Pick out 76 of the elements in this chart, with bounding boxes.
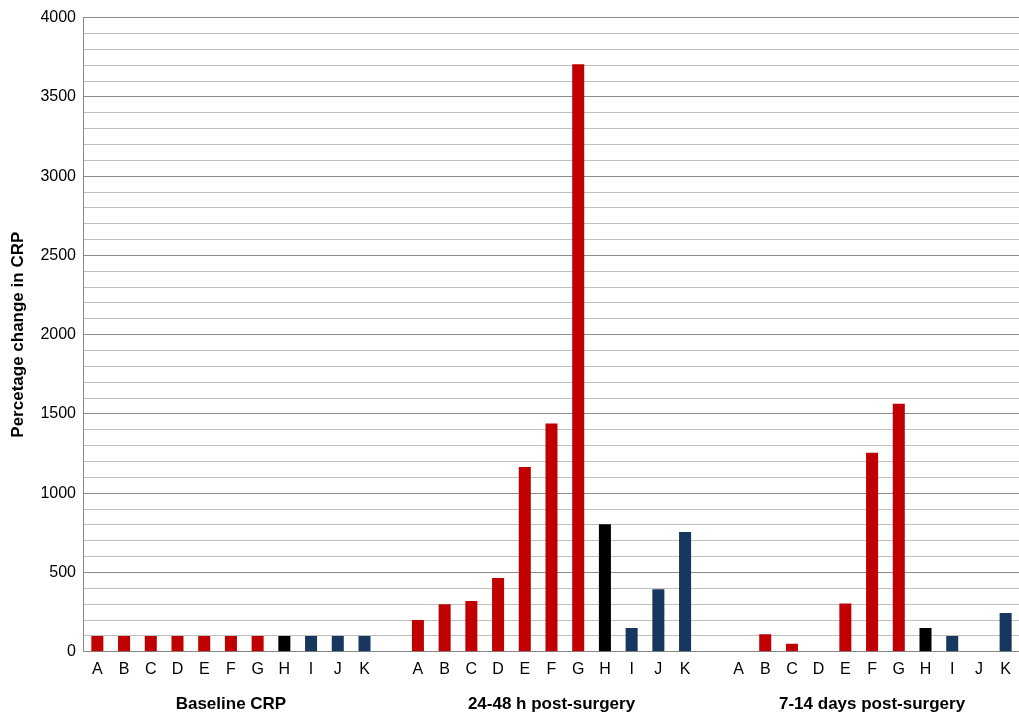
x-tick-label: I xyxy=(629,659,634,677)
x-tick-label: D xyxy=(492,659,504,677)
bar xyxy=(785,643,798,652)
text: Baseline CRP xyxy=(175,694,287,714)
bar xyxy=(331,635,344,652)
x-tick-label: J xyxy=(654,659,663,677)
bar xyxy=(839,603,852,652)
bar xyxy=(224,635,237,652)
y-tick-label: 4000 xyxy=(40,8,77,26)
text: 24-48 h post-surgery xyxy=(467,694,636,714)
x-tick-label: H xyxy=(919,659,932,677)
x-tick-label: C xyxy=(786,659,798,677)
text: 7-14 days post-surgery xyxy=(779,694,966,714)
x-tick-label: H xyxy=(278,659,291,677)
bar xyxy=(572,64,585,652)
y-tick-label: 1000 xyxy=(40,483,77,501)
x-tick-label: K xyxy=(679,659,691,677)
x-tick-label: J xyxy=(974,659,983,677)
bar xyxy=(358,635,371,652)
x-tick-label: H xyxy=(599,659,611,677)
bar xyxy=(518,467,531,652)
x-tick-label: B xyxy=(759,659,771,677)
bar xyxy=(118,635,131,652)
x-tick-label: D xyxy=(812,659,825,677)
x-tick-label: E xyxy=(198,659,210,677)
bar xyxy=(492,578,505,652)
bar xyxy=(866,452,879,652)
bar xyxy=(465,601,478,652)
y-tick-label: 500 xyxy=(49,562,77,580)
bar xyxy=(171,635,184,652)
bar xyxy=(625,628,638,652)
x-tick-label: E xyxy=(519,659,531,677)
bar xyxy=(545,423,558,652)
x-tick-label: C xyxy=(465,659,478,677)
x-tick-label: G xyxy=(251,659,264,677)
x-tick-label: K xyxy=(1000,659,1012,677)
bar xyxy=(278,635,291,652)
x-tick-label: D xyxy=(171,659,184,677)
y-tick-label: 2500 xyxy=(40,245,77,263)
x-tick-label: A xyxy=(733,659,745,677)
x-tick-label: J xyxy=(333,659,342,677)
y-axis-title: Percetage change in CRP xyxy=(7,231,27,438)
bar xyxy=(759,634,772,652)
x-tick-label: F xyxy=(226,659,237,677)
bar xyxy=(305,635,318,652)
bar xyxy=(946,635,959,652)
x-tick-label: A xyxy=(412,659,424,677)
y-tick-label: 0 xyxy=(67,642,77,660)
y-tick-label: 3000 xyxy=(40,166,77,184)
x-tick-label: F xyxy=(546,659,557,677)
x-tick-label: F xyxy=(867,659,878,677)
y-tick-label: 1500 xyxy=(40,404,77,422)
y-tick-label: 2000 xyxy=(40,325,77,343)
bar xyxy=(679,532,692,652)
x-tick-label: G xyxy=(571,659,585,677)
x-tick-label: C xyxy=(145,659,157,677)
bar xyxy=(438,604,451,652)
x-tick-label: G xyxy=(892,659,906,677)
y-tick-label: 3500 xyxy=(40,87,77,105)
x-tick-label: E xyxy=(840,659,851,677)
x-tick-label: B xyxy=(118,659,130,677)
x-tick-label: I xyxy=(949,659,955,677)
bar xyxy=(198,635,211,652)
x-tick-label: K xyxy=(359,659,371,677)
bar xyxy=(598,524,611,652)
bar xyxy=(251,635,264,652)
x-tick-label: B xyxy=(439,659,450,677)
bar xyxy=(919,628,932,652)
bar xyxy=(652,589,665,652)
bar xyxy=(411,620,424,652)
bar xyxy=(91,635,104,652)
bar xyxy=(999,612,1012,652)
x-tick-label: I xyxy=(308,659,314,677)
bar xyxy=(892,403,905,652)
x-tick-label: A xyxy=(92,659,104,677)
bar xyxy=(144,635,157,652)
